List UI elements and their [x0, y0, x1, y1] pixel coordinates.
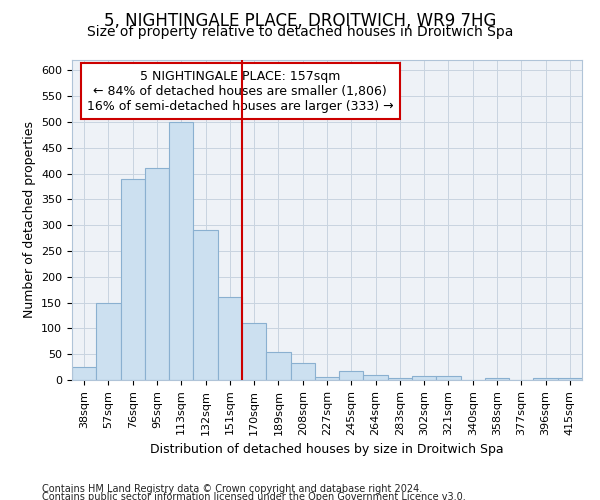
- Y-axis label: Number of detached properties: Number of detached properties: [23, 122, 35, 318]
- Bar: [558, 378, 582, 380]
- Text: 5 NIGHTINGALE PLACE: 157sqm
← 84% of detached houses are smaller (1,806)
16% of : 5 NIGHTINGALE PLACE: 157sqm ← 84% of det…: [87, 70, 394, 112]
- Text: Contains public sector information licensed under the Open Government Licence v3: Contains public sector information licen…: [42, 492, 466, 500]
- Bar: [388, 378, 412, 380]
- Bar: [169, 122, 193, 380]
- Bar: [193, 230, 218, 380]
- Bar: [412, 376, 436, 380]
- Bar: [436, 376, 461, 380]
- X-axis label: Distribution of detached houses by size in Droitwich Spa: Distribution of detached houses by size …: [150, 443, 504, 456]
- Bar: [242, 323, 266, 380]
- Bar: [145, 168, 169, 380]
- Bar: [121, 178, 145, 380]
- Bar: [72, 367, 96, 380]
- Bar: [364, 375, 388, 380]
- Bar: [339, 371, 364, 380]
- Bar: [266, 352, 290, 380]
- Text: Size of property relative to detached houses in Droitwich Spa: Size of property relative to detached ho…: [87, 25, 513, 39]
- Bar: [290, 363, 315, 380]
- Bar: [218, 298, 242, 380]
- Bar: [96, 302, 121, 380]
- Text: Contains HM Land Registry data © Crown copyright and database right 2024.: Contains HM Land Registry data © Crown c…: [42, 484, 422, 494]
- Bar: [533, 378, 558, 380]
- Text: 5, NIGHTINGALE PLACE, DROITWICH, WR9 7HG: 5, NIGHTINGALE PLACE, DROITWICH, WR9 7HG: [104, 12, 496, 30]
- Bar: [485, 378, 509, 380]
- Bar: [315, 378, 339, 380]
